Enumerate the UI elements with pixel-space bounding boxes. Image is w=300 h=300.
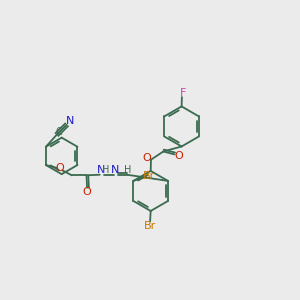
Text: H: H	[124, 165, 131, 175]
Text: F: F	[180, 88, 186, 98]
Text: N: N	[66, 116, 74, 126]
Text: Br: Br	[144, 221, 156, 231]
Text: H: H	[102, 165, 109, 175]
Text: O: O	[142, 153, 151, 163]
Text: N: N	[96, 165, 105, 175]
Text: Br: Br	[142, 172, 155, 182]
Text: O: O	[56, 163, 64, 173]
Text: C: C	[56, 127, 62, 137]
Text: N: N	[111, 165, 119, 175]
Text: O: O	[83, 187, 92, 196]
Text: O: O	[174, 151, 183, 161]
